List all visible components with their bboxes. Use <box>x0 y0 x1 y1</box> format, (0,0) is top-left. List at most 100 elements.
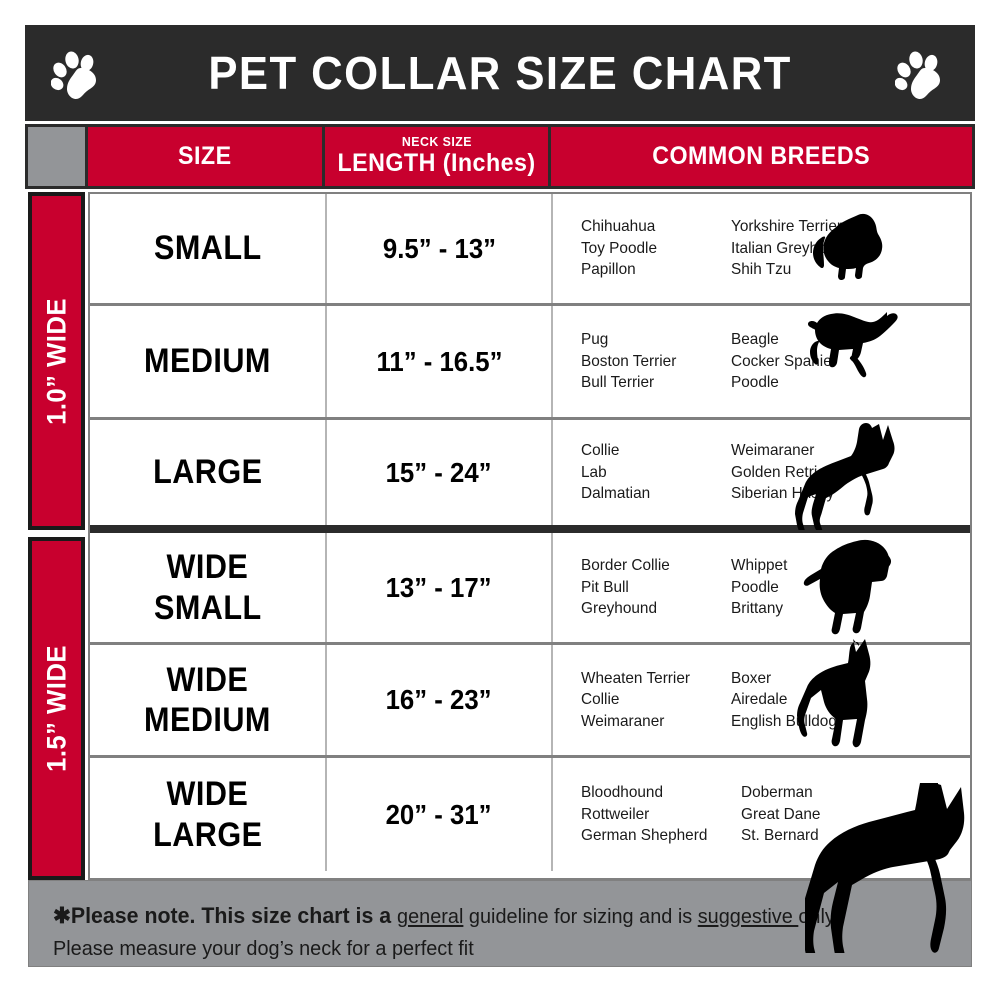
breed-list-col1: Bloodhound Rottweiler German Shepherd <box>581 782 741 847</box>
table-row: MEDIUM 11” - 16.5” Pug Boston Terrier Bu… <box>90 306 970 420</box>
page-title: PET COLLAR SIZE CHART <box>208 47 792 99</box>
table-row: SMALL 9.5” - 13” Chihuahua Toy Poodle Pa… <box>90 194 970 306</box>
list-item: Boston Terrier <box>581 352 677 370</box>
breed-list-col2: Yorkshire Terrier Italian Greyhound Shih… <box>731 216 881 281</box>
list-item: Collie <box>581 691 620 709</box>
cell-length: 20” - 31” <box>327 758 553 871</box>
table-body: SMALL 9.5” - 13” Chihuahua Toy Poodle Pa… <box>88 192 972 880</box>
list-item: Lab <box>581 463 607 481</box>
breed-list-col1: Collie Lab Dalmatian <box>581 440 731 505</box>
cell-length: 11” - 16.5” <box>327 306 553 417</box>
list-item: Weimaraner <box>581 712 665 730</box>
list-item: Great Dane <box>741 805 821 823</box>
list-item: English Bulldog <box>731 712 837 730</box>
table-row: WIDE LARGE 20” - 31” Bloodhound Rottweil… <box>90 758 970 871</box>
footer-underline-suggestive: suggestive <box>697 905 799 928</box>
cell-size: LARGE <box>90 420 327 525</box>
cell-size: WIDE MEDIUM <box>90 645 327 755</box>
list-item: Italian Greyhound <box>731 239 853 257</box>
list-item: Whippet <box>731 557 788 575</box>
list-item: Doberman <box>741 784 813 802</box>
list-item: Golden Retriever <box>731 463 848 481</box>
list-item: Rottweiler <box>581 805 650 823</box>
footer-line-2: Please measure your dog’s neck for a per… <box>53 937 474 961</box>
cell-length: 9.5” - 13” <box>327 194 553 303</box>
breed-list-col2: Whippet Poodle Brittany <box>731 555 881 620</box>
footer-line-1: ✱Please note. This size chart is a gener… <box>53 899 943 933</box>
section-sidebar-1-5-wide: 1.5” WIDE <box>28 537 85 880</box>
cell-breeds: Collie Lab Dalmatian Weimaraner Golden R… <box>553 420 970 530</box>
footer-asterisk: ✱Please note. This size chart is a <box>53 903 398 928</box>
list-item: Boxer <box>731 669 772 687</box>
header-cell-common-breeds: COMMON BREEDS <box>551 127 972 186</box>
size-label: MEDIUM <box>144 342 271 381</box>
cell-breeds: Border Collie Pit Bull Greyhound Whippet… <box>553 533 970 642</box>
sidebar-label-1-0-wide: 1.0” WIDE <box>41 297 71 425</box>
header-cell-size: SIZE <box>88 127 322 186</box>
table-header-row: SIZE NECK SIZE LENGTH (Inches) COMMON BR… <box>25 124 975 189</box>
header-cell-length: NECK SIZE LENGTH (Inches) <box>325 127 548 186</box>
length-value: 15” - 24” <box>386 456 492 488</box>
cell-size: MEDIUM <box>90 306 327 417</box>
list-item: Poodle <box>731 578 779 596</box>
header-sublabel-neck-size: NECK SIZE <box>401 134 472 149</box>
size-label: WIDE <box>166 775 249 814</box>
list-item: Pug <box>581 331 609 349</box>
chart-title-bar: PET COLLAR SIZE CHART <box>25 25 975 121</box>
size-label: SMALL <box>153 229 262 268</box>
size-label: WIDE <box>166 660 249 699</box>
list-item: Greyhound <box>581 600 658 618</box>
list-item: St. Bernard <box>741 827 819 845</box>
list-item: Bloodhound <box>581 784 664 802</box>
cell-length: 16” - 23” <box>327 645 553 755</box>
header-label-size: SIZE <box>178 142 232 170</box>
breed-list-col2: Beagle Cocker Spaniel Poodle <box>731 329 881 394</box>
list-item: Chihuahua <box>581 218 656 236</box>
paw-print-icon <box>51 51 96 99</box>
header-label-common-breeds: COMMON BREEDS <box>652 142 871 170</box>
cell-length: 15” - 24” <box>327 420 553 525</box>
section-sidebar-1-0-wide: 1.0” WIDE <box>28 192 85 530</box>
length-value: 13” - 17” <box>386 571 492 603</box>
list-item: Pit Bull <box>581 578 629 596</box>
list-item: Collie <box>581 442 620 460</box>
header-corner-cell <box>28 127 85 186</box>
length-value: 11” - 16.5” <box>375 345 503 377</box>
breed-list-col1: Border Collie Pit Bull Greyhound <box>581 555 731 620</box>
size-label: LARGE <box>152 453 263 492</box>
list-item: Yorkshire Terrier <box>731 218 842 236</box>
list-item: German Shepherd <box>581 827 708 845</box>
size-label: LARGE <box>152 815 263 854</box>
sidebar-label-1-5-wide: 1.5” WIDE <box>41 645 71 772</box>
footer-note: ✱Please note. This size chart is a gener… <box>28 880 972 967</box>
size-label: MEDIUM <box>144 701 271 739</box>
list-item: Border Collie <box>581 557 670 575</box>
list-item: Shih Tzu <box>731 261 792 279</box>
list-item: Weimaraner <box>731 442 815 460</box>
list-item: Dalmatian <box>581 485 651 503</box>
list-item: Bull Terrier <box>581 374 655 392</box>
length-value: 20” - 31” <box>386 798 492 830</box>
breed-list-col2: Weimaraner Golden Retriever Siberian Hus… <box>731 440 881 505</box>
table-row: WIDE SMALL 13” - 17” Border Collie Pit B… <box>90 533 970 645</box>
list-item: Beagle <box>731 331 779 349</box>
list-item: Airedale <box>731 691 788 709</box>
list-item: Papillon <box>581 261 636 279</box>
footer-underline-general: general <box>397 905 464 928</box>
paw-print-icon <box>895 51 940 99</box>
cell-breeds: Pug Boston Terrier Bull Terrier Beagle C… <box>553 306 970 417</box>
table-row: WIDE MEDIUM 16” - 23” Wheaten Terrier Co… <box>90 639 970 758</box>
footer-line1-mid: guideline for sizing and is <box>463 905 698 928</box>
breed-list-col2: Doberman Great Dane St. Bernard <box>741 782 881 847</box>
cell-size: WIDE SMALL <box>90 533 327 642</box>
cell-breeds: Chihuahua Toy Poodle Papillon Yorkshire … <box>553 194 970 303</box>
breed-list-col1: Wheaten Terrier Collie Weimaraner <box>581 668 731 733</box>
list-item: Siberian Husky <box>731 485 835 503</box>
list-item: Cocker Spaniel <box>731 352 836 370</box>
list-item: Wheaten Terrier <box>581 669 690 687</box>
cell-breeds: Wheaten Terrier Collie Weimaraner Boxer … <box>553 639 970 755</box>
cell-size: WIDE LARGE <box>90 758 327 871</box>
footer-line1-end: only. <box>798 905 839 928</box>
size-label: SMALL <box>153 588 262 627</box>
breed-list-col2: Boxer Airedale English Bulldog <box>731 668 881 733</box>
